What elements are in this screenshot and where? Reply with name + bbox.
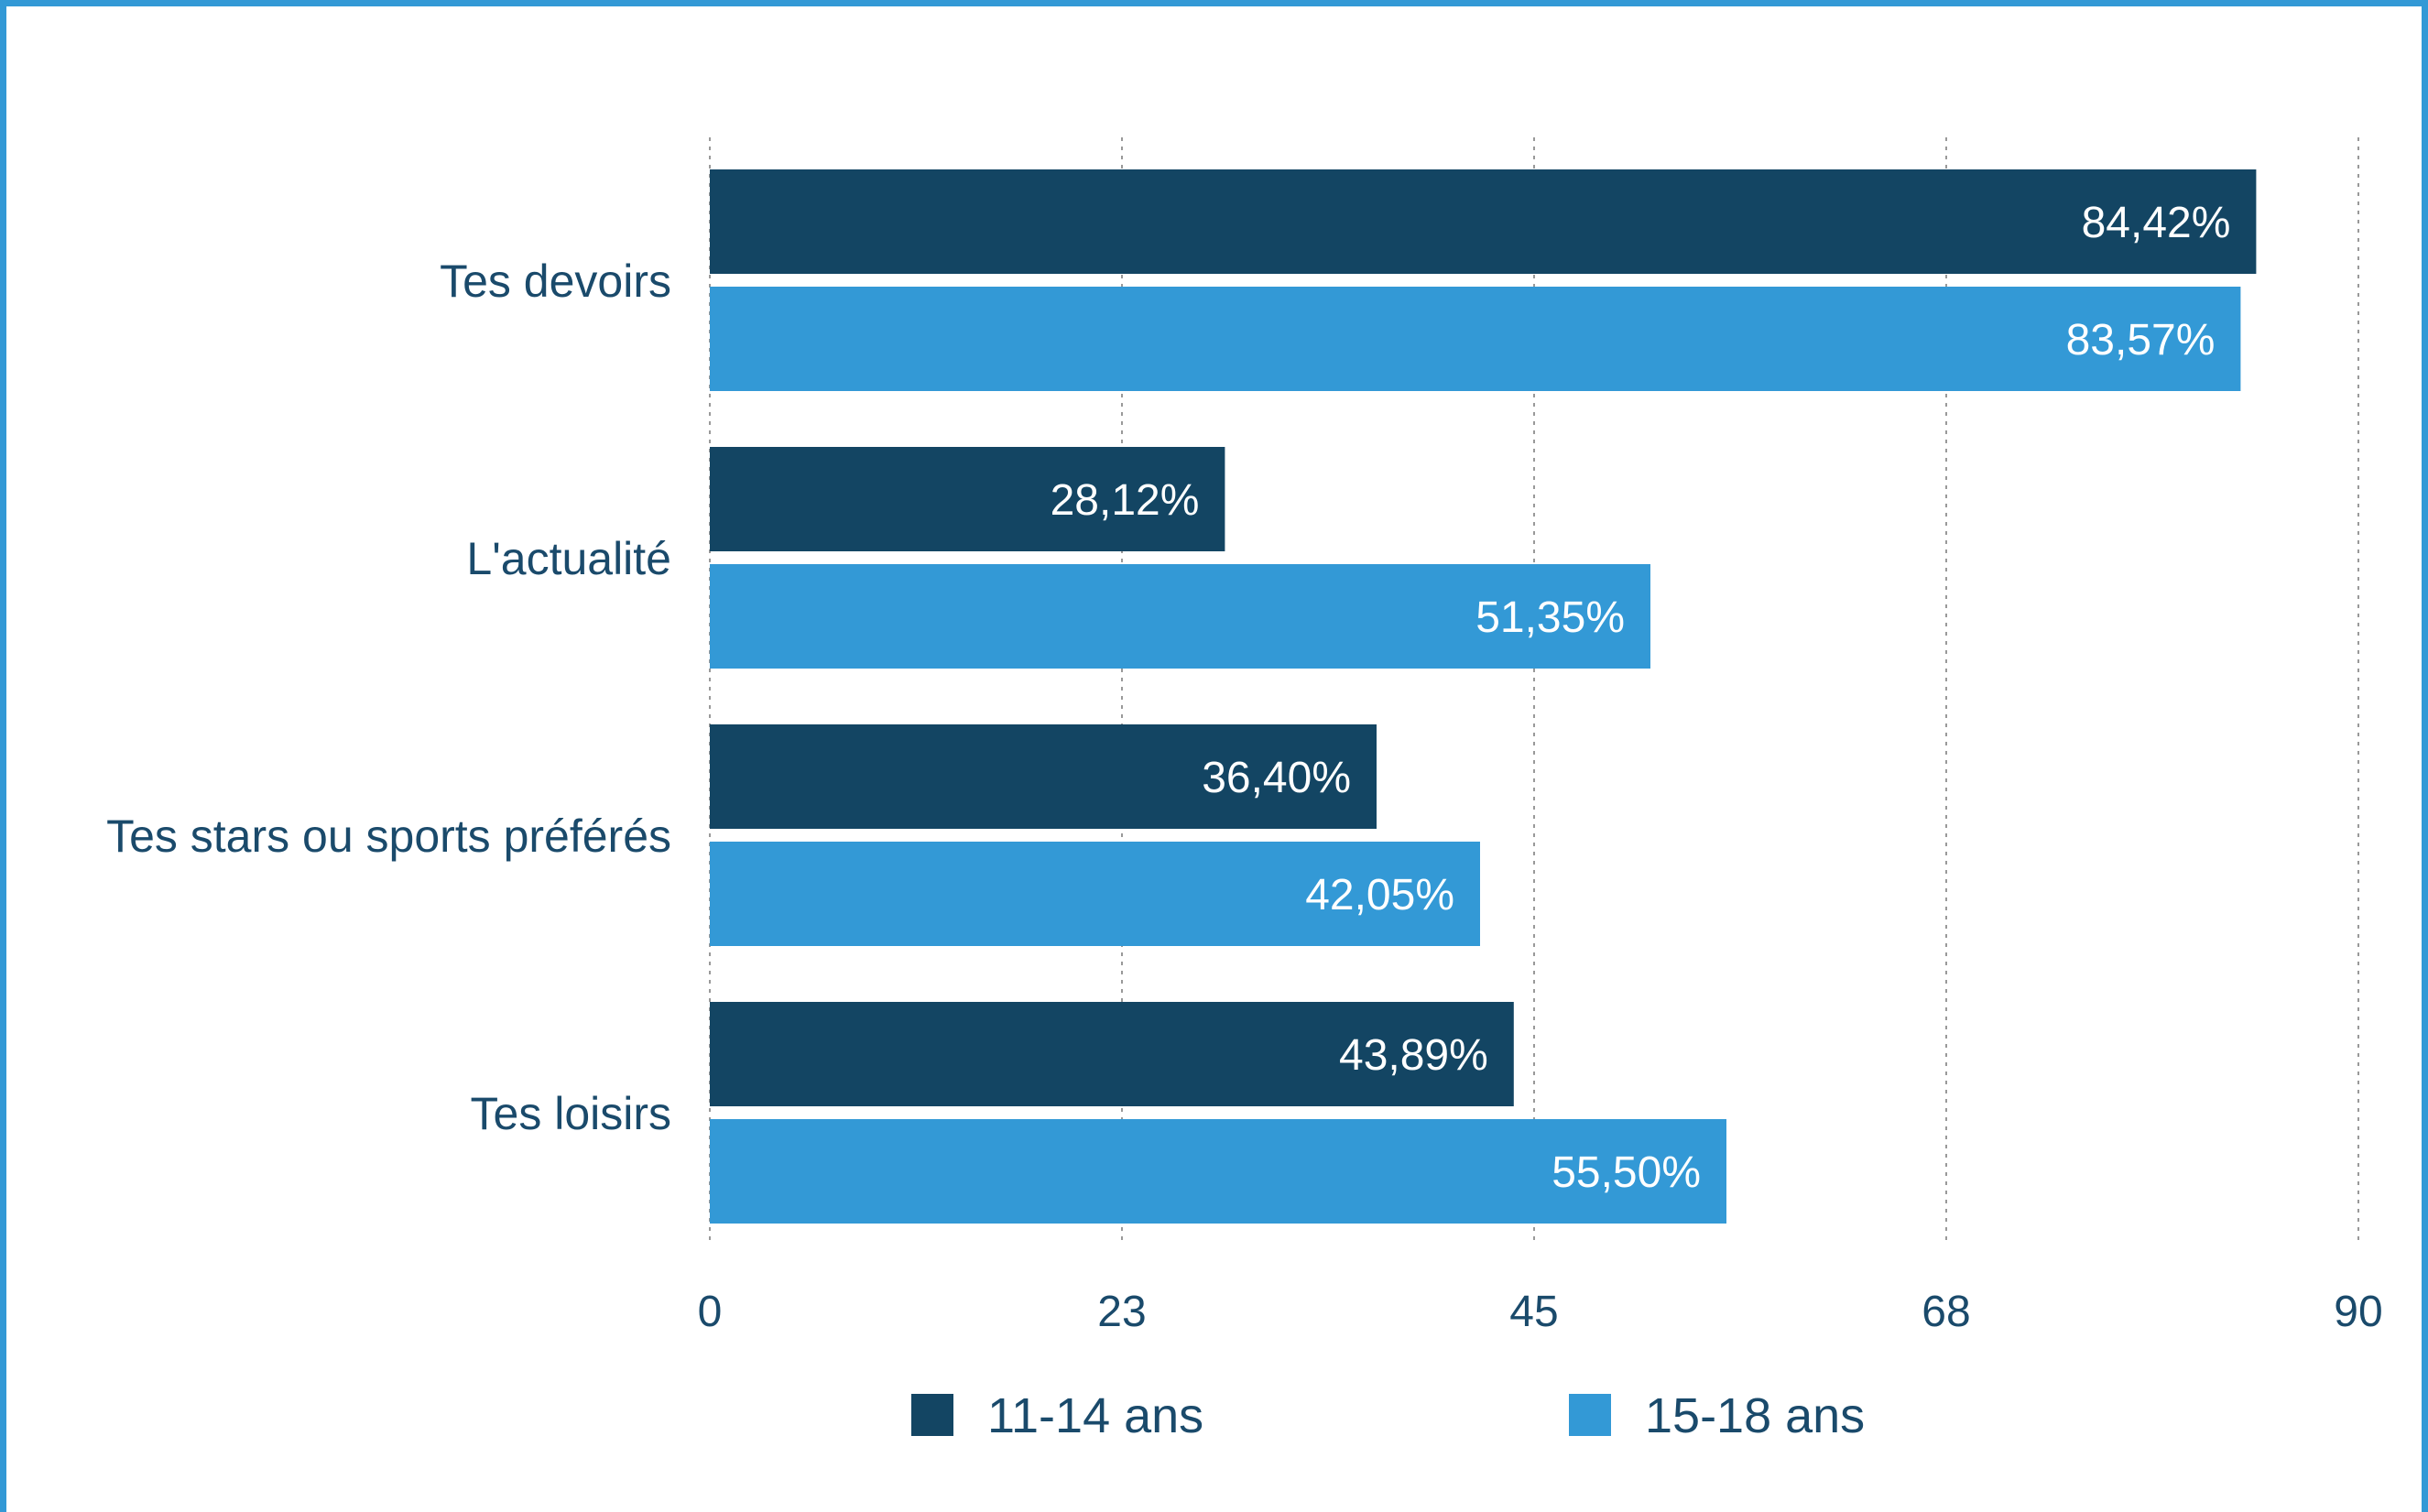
bar-series1-cat1 (710, 447, 1225, 551)
category-label-1: L'actualité (466, 533, 671, 584)
bars (710, 169, 2257, 1224)
bar-value-label-series2-cat2: 42,05% (1305, 871, 1454, 919)
bar-series2-cat2 (710, 842, 1480, 946)
x-tick-label-1: 23 (1097, 1288, 1146, 1336)
legend-swatch-2 (1569, 1394, 1611, 1436)
bar-series2-cat1 (710, 564, 1650, 669)
bar-series1-cat3 (710, 1002, 1514, 1106)
bar-value-label-series1-cat3: 43,89% (1339, 1031, 1488, 1080)
bar-value-label-series2-cat1: 51,35% (1475, 593, 1625, 642)
x-axis-tick-labels: 0 23 45 68 90 (698, 1288, 2383, 1336)
category-label-0: Tes devoirs (440, 256, 671, 307)
x-tick-label-3: 68 (1922, 1288, 1970, 1336)
bar-value-label-series2-cat0: 83,57% (2066, 316, 2216, 364)
bar-value-labels: 84,42% 83,57% 28,12% 51,35% 36,40% 42,05% 43,8… (1051, 199, 2231, 1197)
x-tick-label-0: 0 (698, 1288, 723, 1336)
legend-label-2: 15-18 ans (1645, 1388, 1865, 1443)
legend: 11-14 ans 15-18 ans (911, 1388, 1865, 1443)
bar-value-label-series1-cat0: 84,42% (2082, 199, 2231, 247)
legend-swatch-1 (911, 1394, 953, 1436)
category-label-2: Tes stars ou sports préférés (106, 810, 671, 862)
x-tick-label-2: 45 (1509, 1288, 1558, 1336)
bar-series2-cat0 (710, 287, 2241, 391)
category-labels: Tes devoirs L'actualité Tes stars ou sport… (106, 256, 671, 1139)
bar-value-label-series2-cat3: 55,50% (1552, 1148, 1701, 1197)
bar-series1-cat0 (710, 169, 2257, 274)
bar-value-label-series1-cat2: 36,40% (1202, 754, 1351, 802)
legend-label-1: 11-14 ans (987, 1388, 1203, 1443)
category-label-3: Tes loisirs (471, 1088, 671, 1139)
x-tick-label-4: 90 (2334, 1288, 2382, 1336)
bar-series1-cat2 (710, 724, 1377, 829)
bar-value-label-series1-cat1: 28,12% (1051, 476, 1200, 525)
bar-series2-cat3 (710, 1119, 1726, 1224)
